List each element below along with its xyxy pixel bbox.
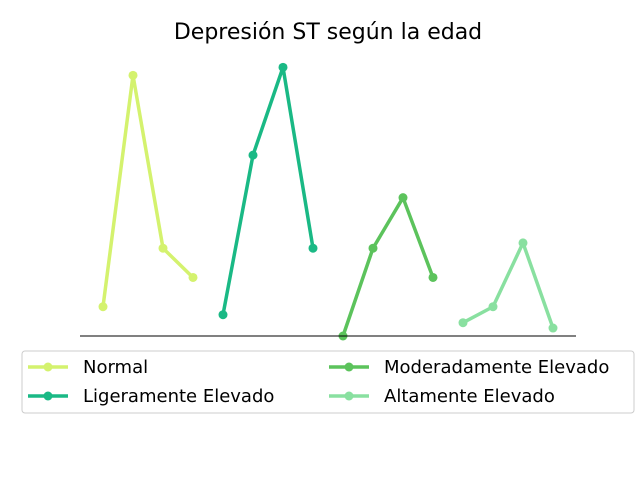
legend-label-normal: Normal: [83, 357, 148, 378]
legend-item-ligeramente-elevado: Ligeramente Elevado: [28, 386, 274, 407]
legend-item-altamente-elevado: Altamente Elevado: [329, 386, 555, 407]
legend-marker-altamente-elevado: [344, 391, 354, 401]
plot-area: [98, 62, 558, 341]
data-point-altamente-elevado-1: [458, 318, 468, 328]
legend-label-altamente-elevado: Altamente Elevado: [384, 386, 555, 407]
series-line-ligeramente-elevado: [221, 65, 315, 316]
series-line-altamente-elevado: [462, 241, 555, 329]
legend-marker-ligeramente-elevado: [43, 391, 53, 401]
legend-frame: [21, 350, 635, 414]
legend-label-moderadamente-elevado: Moderadamente Elevado: [384, 357, 609, 378]
data-point-normal-4: [188, 272, 198, 282]
legend: Normal Ligeramente Elevado Moderadamente E…: [21, 350, 635, 414]
data-point-altamente-elevado-4: [548, 323, 558, 333]
data-point-ligeramente-elevado-1: [218, 310, 228, 320]
data-point-ligeramente-elevado-3: [278, 62, 288, 72]
data-point-moderadamente-elevado-3: [398, 193, 408, 203]
data-point-normal-1: [98, 302, 108, 312]
data-point-normal-3: [158, 243, 168, 253]
data-point-moderadamente-elevado-4: [428, 272, 438, 282]
chart-title: Depresión ST según la edad: [174, 20, 482, 45]
legend-item-normal: Normal: [28, 357, 148, 378]
legend-label-ligeramente-elevado: Ligeramente Elevado: [83, 386, 274, 407]
legend-marker-normal: [43, 362, 53, 372]
data-point-altamente-elevado-3: [518, 238, 528, 248]
data-point-normal-2: [128, 70, 138, 80]
series-line-normal: [101, 73, 195, 307]
legend-item-moderadamente-elevado: Moderadamente Elevado: [329, 357, 609, 378]
data-point-ligeramente-elevado-2: [248, 150, 258, 160]
data-point-ligeramente-elevado-4: [308, 243, 318, 253]
data-point-altamente-elevado-2: [488, 302, 498, 312]
legend-marker-moderadamente-elevado: [344, 362, 354, 372]
series-line-moderadamente-elevado: [341, 195, 435, 337]
data-point-moderadamente-elevado-2: [368, 243, 378, 253]
